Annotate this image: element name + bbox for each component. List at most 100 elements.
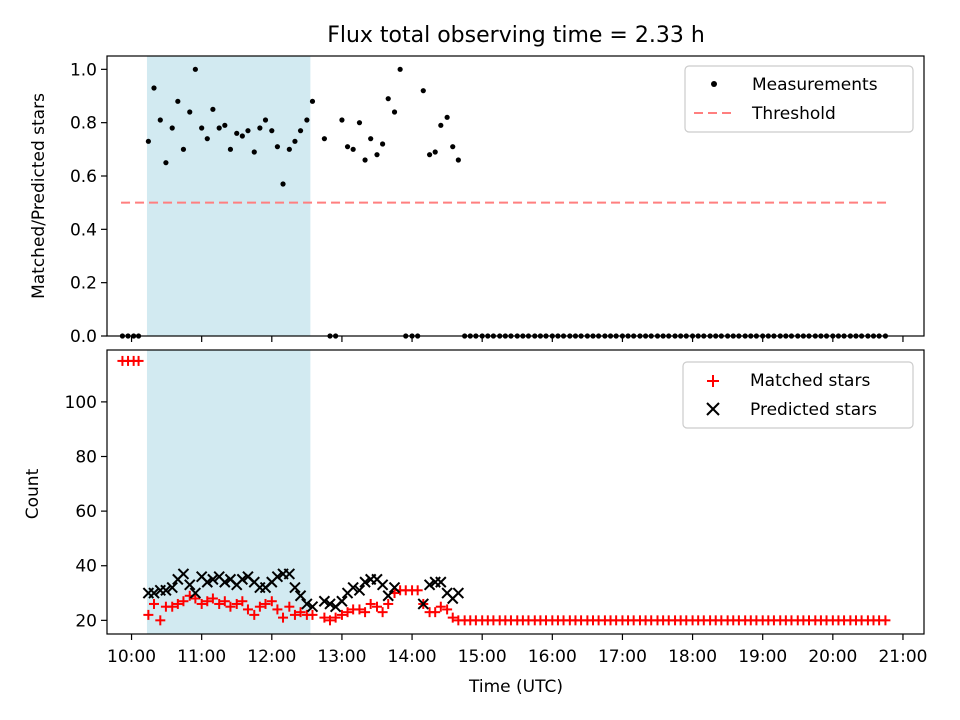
top-legend: Measurements Threshold bbox=[684, 65, 914, 133]
predicted-star-point bbox=[336, 595, 348, 607]
x-tick-label: 21:00 bbox=[878, 647, 927, 667]
predicted-star-point bbox=[435, 576, 447, 588]
measurement-point bbox=[227, 146, 234, 152]
y-tick-label: 60 bbox=[75, 502, 97, 522]
ratio-panel: Flux total observing time = 2.33 h 0.00.… bbox=[29, 23, 925, 347]
measurement-point bbox=[344, 144, 351, 150]
matched-star-point bbox=[272, 604, 283, 615]
legend-measurements-label: Measurements bbox=[752, 75, 878, 95]
x-tick-label: 10:00 bbox=[107, 647, 156, 667]
measurement-point bbox=[292, 138, 298, 144]
matched-star-point bbox=[289, 609, 300, 620]
y-tick-label: 100 bbox=[65, 393, 97, 413]
matched-star-point bbox=[365, 598, 376, 609]
measurement-point bbox=[257, 125, 263, 131]
measurement-point bbox=[199, 125, 205, 131]
bottom-x-ticks: 10:00 11:00 12:00 13:00 14:00 15:00 16:00 17:00… bbox=[107, 634, 927, 667]
predicted-star-point bbox=[271, 570, 284, 583]
predicted-star-point bbox=[388, 581, 401, 594]
measurement-point bbox=[368, 136, 374, 142]
measurement-point bbox=[350, 146, 356, 152]
matched-star-point bbox=[880, 615, 891, 626]
measurement-point bbox=[286, 146, 292, 152]
x-tick-label: 11:00 bbox=[177, 647, 226, 667]
measurement-point bbox=[187, 109, 193, 115]
matched-star-point bbox=[260, 598, 271, 609]
measurement-point bbox=[339, 117, 345, 123]
matched-star-point bbox=[133, 355, 144, 366]
y-tick-label: 0.4 bbox=[70, 220, 97, 240]
matched-star-point bbox=[214, 598, 225, 609]
measurement-point bbox=[157, 117, 163, 123]
measurement-point bbox=[251, 149, 257, 155]
matched-star-point bbox=[254, 601, 265, 612]
measurement-point bbox=[163, 160, 169, 166]
measurement-point bbox=[204, 136, 210, 142]
matched-star-point bbox=[202, 596, 213, 607]
measurement-point bbox=[380, 141, 386, 147]
measurement-point bbox=[438, 122, 444, 128]
x-tick-label: 15:00 bbox=[458, 647, 507, 667]
count-panel: 20 40 60 80 100 10:00 11:00 12:00 13:00 14:00 15:… bbox=[23, 349, 927, 697]
predicted-star-point bbox=[207, 573, 219, 586]
bottom-axes-frame bbox=[106, 349, 925, 635]
matched-star-point bbox=[307, 609, 318, 620]
y-tick-label: 80 bbox=[75, 448, 97, 468]
legend-measurement-marker bbox=[711, 81, 717, 87]
predicted-star-point bbox=[294, 590, 307, 602]
legend-matched-marker bbox=[707, 375, 719, 387]
predicted-star-point bbox=[166, 581, 178, 594]
x-tick-label: 19:00 bbox=[738, 647, 787, 667]
matched-star-point bbox=[412, 585, 423, 596]
measurement-point bbox=[304, 117, 310, 123]
x-tick-label: 18:00 bbox=[668, 647, 717, 667]
matched-star-point bbox=[284, 601, 295, 612]
predicted-star-point bbox=[289, 581, 301, 594]
predicted-star-point bbox=[359, 576, 371, 588]
bottom-legend: Matched stars Predicted stars bbox=[682, 361, 914, 429]
matched-star-point bbox=[143, 609, 154, 620]
measurement-point bbox=[450, 144, 456, 150]
measurement-point bbox=[245, 128, 251, 134]
bottom-y-label: Count bbox=[23, 468, 43, 519]
predicted-star-point bbox=[177, 568, 190, 580]
matched-star-point bbox=[447, 612, 458, 623]
measurement-point bbox=[391, 109, 398, 115]
measurement-point bbox=[420, 88, 426, 94]
matched-star-point bbox=[360, 607, 371, 618]
y-tick-label: 0.2 bbox=[70, 274, 97, 294]
predicted-star-point bbox=[184, 579, 196, 591]
matched-star-point bbox=[325, 615, 336, 626]
predicted-star-point bbox=[417, 598, 429, 610]
matched-star-point bbox=[371, 601, 382, 612]
x-tick-label: 12:00 bbox=[247, 647, 296, 667]
top-y-ticks: 0.0 0.2 0.4 0.6 0.8 1.0 bbox=[70, 60, 107, 347]
top-y-label: Matched/Predicted stars bbox=[29, 93, 49, 299]
matched-star-point bbox=[383, 598, 394, 609]
measurement-point bbox=[397, 66, 403, 72]
measurement-point bbox=[180, 146, 187, 152]
chart-title: Flux total observing time = 2.33 h bbox=[327, 23, 705, 48]
x-tick-label: 20:00 bbox=[808, 647, 857, 667]
predicted-star-point bbox=[160, 584, 172, 597]
measurement-point bbox=[239, 133, 245, 139]
predicted-star-point bbox=[423, 579, 436, 591]
matched-star-point bbox=[336, 609, 347, 620]
matched-star-point bbox=[237, 596, 248, 607]
measurement-point bbox=[234, 130, 240, 136]
predicted-star-point bbox=[452, 587, 465, 599]
measurement-point bbox=[385, 96, 391, 102]
y-tick-label: 0.8 bbox=[70, 114, 97, 134]
predicted-star-point bbox=[324, 598, 336, 610]
predicted-star-point bbox=[382, 590, 394, 602]
predicted-star-point bbox=[201, 576, 213, 588]
matched-star-point bbox=[225, 601, 236, 612]
measurement-point bbox=[426, 152, 433, 158]
measurement-point bbox=[175, 98, 181, 104]
predicted-star-point bbox=[148, 587, 160, 599]
matched-star-point bbox=[249, 609, 260, 620]
matched-star-point bbox=[342, 607, 353, 618]
measurement-point bbox=[362, 157, 368, 163]
legend-threshold-label: Threshold bbox=[751, 104, 836, 124]
